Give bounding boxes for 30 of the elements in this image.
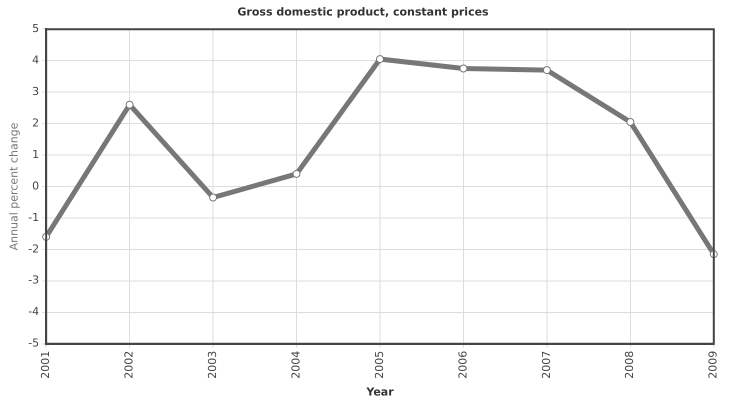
x-tick-label: 2001 <box>39 350 52 379</box>
x-axis-title: Year <box>365 385 394 398</box>
x-tick-label: 2008 <box>623 350 636 379</box>
y-tick-label: 1 <box>32 148 40 161</box>
chart-title: Gross domestic product, constant prices <box>237 5 490 18</box>
point <box>209 194 218 202</box>
point <box>376 55 384 64</box>
y-tick-label: 4 <box>32 54 40 67</box>
point <box>459 64 468 73</box>
y-tick-label: 3 <box>32 84 40 98</box>
x-tick-label: 2002 <box>122 350 136 379</box>
point <box>626 118 634 126</box>
y-tick-label: -1 <box>28 210 40 224</box>
x-tick-label: 2005 <box>372 350 386 379</box>
y-tick-label: -2 <box>28 242 40 256</box>
y-tick-label: 5 <box>32 22 40 36</box>
x-tick-label: 2006 <box>456 350 470 379</box>
y-tick-label: -3 <box>28 274 40 287</box>
y-axis-title: Annual percent change <box>7 122 20 250</box>
y-tick-label: -5 <box>28 336 40 350</box>
y-tick-label: 0 <box>32 179 40 192</box>
x-tick-label: 2007 <box>540 350 553 379</box>
y-tick-label: -4 <box>28 305 40 318</box>
point <box>542 66 551 74</box>
y-tick-label: 2 <box>32 116 40 130</box>
x-tick-label: 2009 <box>706 350 720 379</box>
x-tick-label: 2003 <box>206 350 219 379</box>
x-tick-label: 2004 <box>289 350 302 379</box>
point <box>292 170 301 178</box>
point <box>126 100 134 109</box>
